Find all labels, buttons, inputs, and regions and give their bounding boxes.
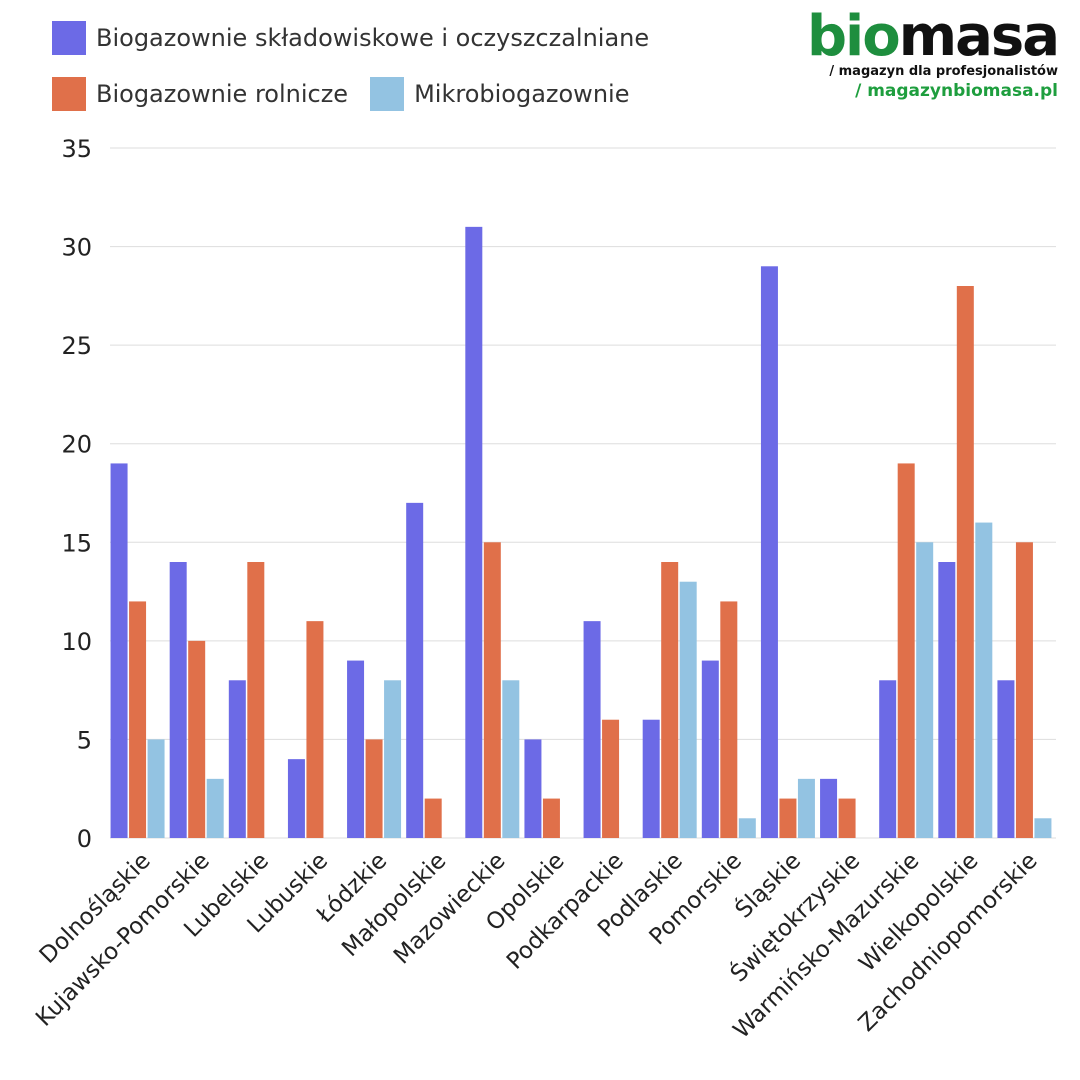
bar [1034,818,1052,838]
legend-item-micro: Mikrobiogazownie [370,77,629,111]
y-tick-label: 15 [61,529,92,557]
bar [110,463,128,838]
bar [779,798,797,838]
bar [975,522,993,838]
legend-row-1: Biogazownie składowiskowe i oczyszczalni… [52,18,671,58]
bar [247,562,265,838]
bar [956,286,974,838]
bar [938,562,956,838]
y-tick-label: 20 [61,431,92,459]
legend-swatch-agricultural [52,77,86,111]
bars [110,226,1052,838]
bar [820,778,838,838]
legend: Biogazownie składowiskowe i oczyszczalni… [52,18,671,130]
brand-logo: biomasa [806,4,1060,69]
bar [206,778,224,838]
bar [1015,542,1033,838]
bar [406,502,424,838]
bar [661,562,679,838]
bar [228,680,246,838]
brand-logo-block: biomasa / magazyn dla profesjonalistów /… [806,4,1060,102]
bar [502,680,520,838]
bar [738,818,756,838]
bar [524,739,542,838]
x-axis-labels: DolnośląskieKujawsko-PomorskieLubelskieL… [31,846,1043,1043]
legend-item-landfill: Biogazownie składowiskowe i oczyszczalni… [52,21,649,55]
bar [169,562,187,838]
bar [306,621,324,838]
bar [424,798,442,838]
bar [797,778,815,838]
bar [129,601,147,838]
gridlines [110,147,1056,839]
bar [897,463,915,838]
brand-logo-masa: masa [898,4,1060,69]
y-tick-label: 5 [77,726,92,754]
bar [997,680,1015,838]
bar [760,266,778,838]
bar [583,621,601,838]
legend-item-agricultural: Biogazownie rolnicze [52,77,348,111]
bar [720,601,738,838]
bar [642,719,660,838]
bar [347,660,365,838]
legend-swatch-micro [370,77,405,111]
bar [602,719,620,838]
bar [542,798,560,838]
legend-label-agricultural: Biogazownie rolnicze [96,80,349,108]
y-tick-label: 25 [61,332,92,360]
brand-tagline: / magazyn dla profesjonalistów [829,64,1058,79]
bar [679,581,697,838]
bar [701,660,719,838]
bar [365,739,383,838]
y-tick-label: 35 [61,135,92,163]
bar [838,798,856,838]
y-tick-label: 0 [77,825,92,853]
legend-row-2: Biogazownie rolnicze Mikrobiogazownie [52,74,671,114]
brand-url: / magazynbiomasa.pl [855,81,1058,101]
bar [483,542,501,838]
bar [879,680,897,838]
legend-swatch-landfill [52,21,86,55]
bar [287,759,305,838]
bar [188,640,206,838]
legend-label-micro: Mikrobiogazownie [414,80,630,108]
brand-logo-bio: bio [806,4,901,69]
bar [916,542,934,838]
bar [147,739,165,838]
bar [465,226,483,838]
y-tick-label: 10 [61,628,92,656]
bar [384,680,402,838]
legend-label-landfill: Biogazownie składowiskowe i oczyszczalni… [96,24,650,52]
y-tick-label: 30 [61,234,92,262]
y-axis-ticks: 0 5 10 15 20 25 30 35 [61,135,92,853]
